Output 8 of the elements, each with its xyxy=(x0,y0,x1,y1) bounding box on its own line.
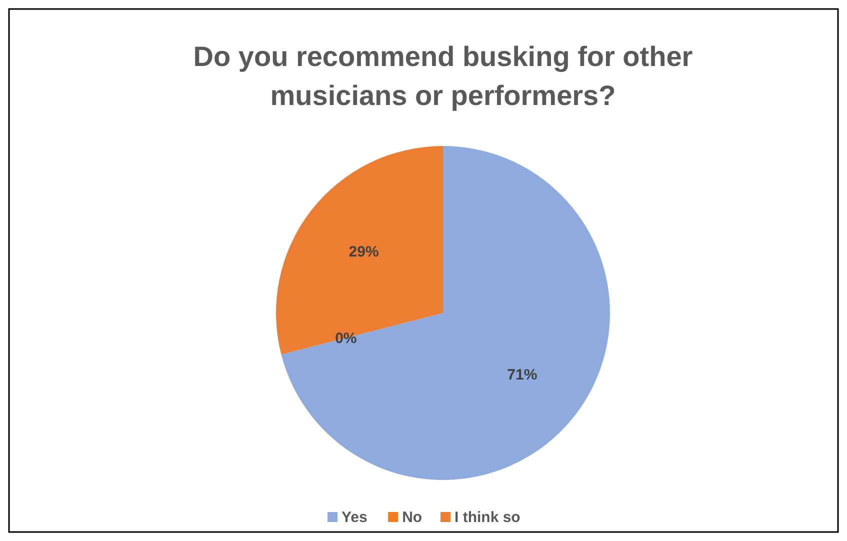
pie-slice xyxy=(281,146,610,480)
legend-label: Yes xyxy=(342,509,368,526)
legend-label: No xyxy=(402,509,422,526)
chart-title: Do you recommend busking for other musicians or performers? xyxy=(193,41,693,111)
legend-label: I think so xyxy=(454,509,520,526)
data-label: 29% xyxy=(348,244,379,261)
data-label: 71% xyxy=(507,366,538,384)
pie-slice xyxy=(276,146,443,355)
